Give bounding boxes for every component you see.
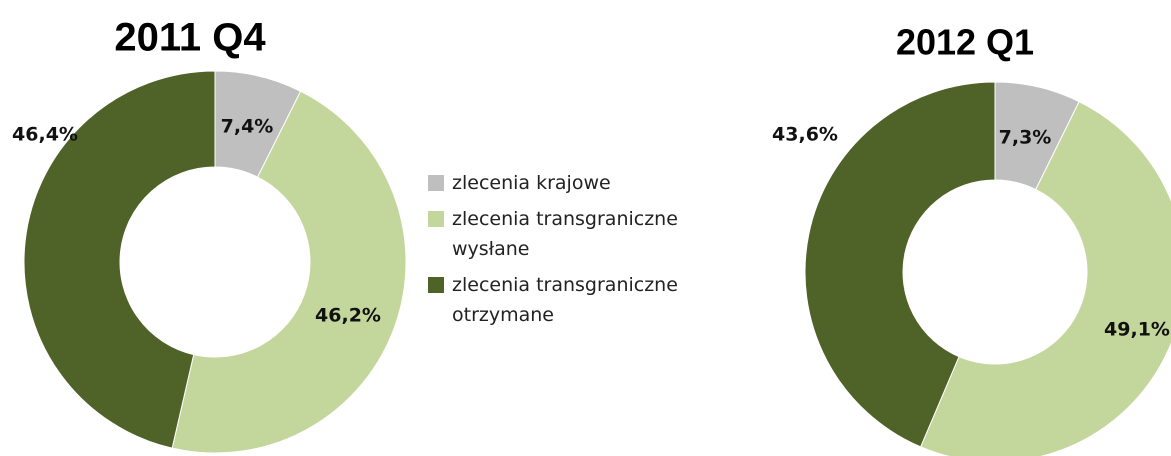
donut-slice [804,81,996,448]
legend-label: zlecenia transgraniczne otrzymane [452,274,678,326]
donut-slice [171,90,407,454]
chart-title: 2012 Q1 [896,22,1034,63]
legend-label: zlecenia transgraniczne wysłane [452,208,678,260]
data-label: 7,3% [999,127,1052,149]
data-label: 7,4% [221,116,274,138]
donut-slice [919,100,1171,456]
legend-swatch [428,175,444,191]
chart-title: 2011 Q4 [114,16,266,60]
legend-item: zlecenia transgraniczne wysłane [428,204,712,264]
legend-label: zlecenia krajowe [452,172,611,194]
donut-slice [23,70,216,449]
data-label: 49,1% [1104,319,1170,341]
legend-item: zlecenia krajowe [428,168,712,198]
legend: zlecenia krajowe zlecenia transgraniczne … [428,168,728,336]
data-label: 43,6% [772,124,838,146]
legend-swatch [428,211,444,227]
data-label: 46,2% [315,305,381,327]
legend-swatch [428,277,444,293]
data-label: 46,4% [12,124,78,146]
legend-item: zlecenia transgraniczne otrzymane [428,270,712,330]
